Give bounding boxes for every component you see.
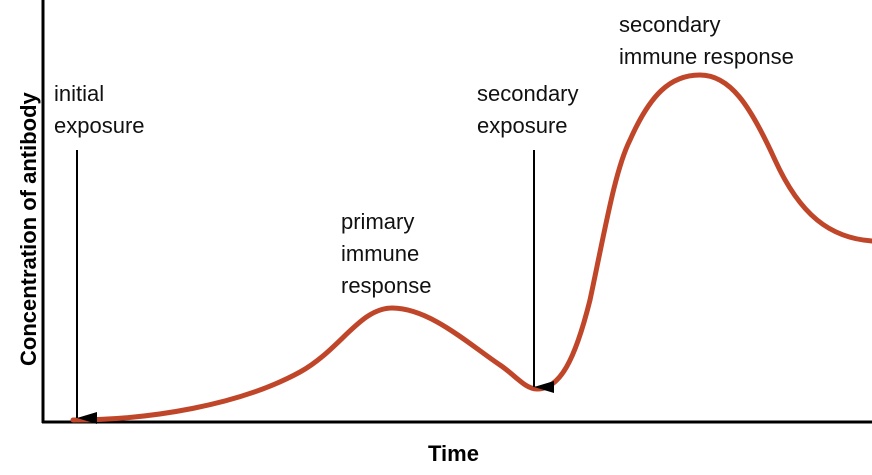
y-axis-label: Concentration of antibody	[16, 92, 41, 366]
primary-response-label: primary immune response	[341, 209, 432, 298]
antibody-curve	[70, 72, 872, 423]
initial-exposure-label: initial exposure	[54, 81, 145, 138]
x-axis-label: Time	[428, 441, 479, 466]
secondary-exposure-label: secondary exposure	[477, 81, 579, 138]
secondary-response-label: secondary immune response	[619, 12, 794, 69]
